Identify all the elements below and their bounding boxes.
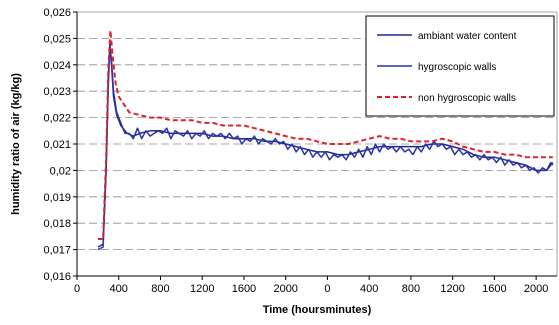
x-tick-labels: 0 400 800 1200 1600 2000 0 400 800 1200 1600 2000 <box>74 276 548 295</box>
x-tick-label: 800 <box>151 283 169 295</box>
x-tick-label: 1200 <box>440 283 464 295</box>
y-tick-label: 0,024 <box>43 60 71 72</box>
x-tick-label: 2000 <box>524 283 548 295</box>
y-tick-label: 0,026 <box>43 7 71 19</box>
x-tick-label: 1600 <box>232 283 256 295</box>
x-tick-label: 0 <box>74 283 80 295</box>
y-tick-label: 0,023 <box>43 86 71 98</box>
y-tick-label: 0,019 <box>43 192 71 204</box>
y-tick-labels: 0,016 0,017 0,018 0,019 0,02 0,021 0,022 0,023 0… <box>43 7 71 283</box>
y-tick-label: 0,022 <box>43 113 71 125</box>
y-tick-label: 0,02 <box>50 165 71 177</box>
series-line-hygroscopic-walls <box>97 48 554 251</box>
x-tick-label: 800 <box>402 283 420 295</box>
x-tick-label: 400 <box>360 283 378 295</box>
y-tick-label: 0,016 <box>43 271 71 283</box>
x-tick-label: 2000 <box>273 283 297 295</box>
legend-label-non-hygroscopic-walls: non hygroscopic walls <box>418 93 516 104</box>
y-axis-title: humidity ratio of air (kg/kg) <box>10 73 22 215</box>
x-tick-label: 1600 <box>482 283 506 295</box>
x-tick-label: 0 <box>324 283 330 295</box>
legend: ambiant water content hygroscopic walls no… <box>365 15 555 117</box>
x-tick-label: 400 <box>110 283 128 295</box>
y-tick-label: 0,021 <box>43 139 71 151</box>
series-line-non-hygroscopic-walls <box>97 29 553 240</box>
series-lines <box>97 29 554 251</box>
x-tick-label: 1200 <box>190 283 214 295</box>
y-tick-label: 0,025 <box>43 33 71 45</box>
legend-label-ambiant-water-content: ambiant water content <box>418 31 517 42</box>
y-tick-label: 0,018 <box>43 218 71 230</box>
y-tick-label: 0,017 <box>43 245 71 257</box>
legend-label-hygroscopic-walls: hygroscopic walls <box>418 62 496 73</box>
x-axis-title: Time (hoursminutes) <box>263 304 372 316</box>
